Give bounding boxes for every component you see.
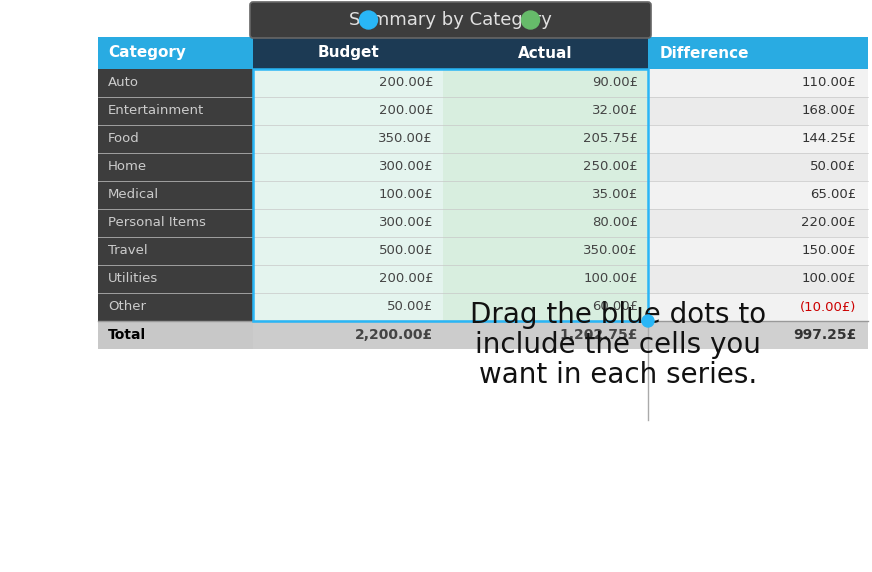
Text: Food: Food (108, 133, 140, 145)
Bar (648, 293, 868, 321)
Text: 200.00£: 200.00£ (378, 272, 433, 285)
Bar (648, 153, 868, 181)
Text: 50.00£: 50.00£ (810, 161, 856, 173)
Bar (98, 321, 253, 349)
Text: 100.00£: 100.00£ (378, 189, 433, 201)
Bar (253, 265, 443, 293)
Bar (253, 293, 443, 321)
Text: Summary by Category: Summary by Category (349, 11, 552, 29)
Text: 150.00£: 150.00£ (801, 244, 856, 257)
Text: 2,200.00£: 2,200.00£ (355, 328, 433, 342)
Bar (443, 209, 648, 237)
Bar (253, 69, 443, 97)
Circle shape (642, 315, 654, 327)
Text: Actual: Actual (518, 46, 573, 61)
Bar (443, 153, 648, 181)
Bar (648, 181, 868, 209)
Text: 50.00£: 50.00£ (387, 300, 433, 313)
Text: 200.00£: 200.00£ (378, 77, 433, 89)
Text: 250.00£: 250.00£ (583, 161, 638, 173)
Bar (253, 181, 443, 209)
Text: Home: Home (108, 161, 147, 173)
Bar (98, 69, 253, 97)
Circle shape (521, 11, 540, 29)
Bar (98, 97, 253, 125)
Bar (253, 237, 443, 265)
Text: Personal Items: Personal Items (108, 216, 206, 229)
Text: 1,202.75£: 1,202.75£ (560, 328, 638, 342)
Text: 350.00£: 350.00£ (378, 133, 433, 145)
Bar (98, 153, 253, 181)
Bar (648, 209, 868, 237)
Bar (648, 97, 868, 125)
Text: 100.00£: 100.00£ (583, 272, 638, 285)
Text: 60.00£: 60.00£ (592, 300, 638, 313)
Bar (253, 37, 443, 69)
Text: 500.00£: 500.00£ (378, 244, 433, 257)
Bar (443, 37, 648, 69)
Text: Drag the blue dots to: Drag the blue dots to (470, 301, 766, 329)
Text: 100.00£: 100.00£ (801, 272, 856, 285)
Bar (253, 125, 443, 153)
Text: 144.25£: 144.25£ (801, 133, 856, 145)
Bar (648, 265, 868, 293)
Bar (98, 181, 253, 209)
Text: Other: Other (108, 300, 146, 313)
Text: Auto: Auto (108, 77, 139, 89)
Text: Budget: Budget (317, 46, 378, 61)
Text: 997.25£: 997.25£ (793, 328, 856, 342)
Text: Total: Total (108, 328, 146, 342)
Bar (98, 265, 253, 293)
Bar (443, 125, 648, 153)
Bar (648, 125, 868, 153)
Bar (648, 37, 868, 69)
Text: want in each series.: want in each series. (479, 361, 757, 389)
Text: 168.00£: 168.00£ (801, 105, 856, 117)
Bar (443, 69, 648, 97)
Text: 35.00£: 35.00£ (592, 189, 638, 201)
Text: include the cells you: include the cells you (475, 331, 761, 359)
Bar (98, 293, 253, 321)
Text: 65.00£: 65.00£ (810, 189, 856, 201)
Bar (648, 69, 868, 97)
Bar (443, 265, 648, 293)
Text: Difference: Difference (660, 46, 750, 61)
Text: 80.00£: 80.00£ (592, 216, 638, 229)
Circle shape (359, 11, 378, 29)
Text: 350.00£: 350.00£ (583, 244, 638, 257)
Bar (648, 321, 868, 349)
Text: Utilities: Utilities (108, 272, 158, 285)
Text: (10.00£): (10.00£) (800, 300, 856, 313)
Bar (98, 37, 253, 69)
Text: 205.75£: 205.75£ (583, 133, 638, 145)
Text: 220.00£: 220.00£ (801, 216, 856, 229)
Text: Travel: Travel (108, 244, 147, 257)
Text: Entertainment: Entertainment (108, 105, 204, 117)
Bar (253, 69, 648, 321)
Text: 32.00£: 32.00£ (592, 105, 638, 117)
Bar (253, 97, 443, 125)
Bar (648, 237, 868, 265)
Bar (253, 209, 443, 237)
Text: 90.00£: 90.00£ (592, 77, 638, 89)
Bar (443, 181, 648, 209)
Bar (443, 321, 648, 349)
Text: 200.00£: 200.00£ (378, 105, 433, 117)
Bar (98, 125, 253, 153)
Text: Medical: Medical (108, 189, 159, 201)
Text: 110.00£: 110.00£ (801, 77, 856, 89)
FancyBboxPatch shape (250, 2, 651, 38)
Bar (253, 321, 443, 349)
Bar (443, 293, 648, 321)
Text: 300.00£: 300.00£ (378, 161, 433, 173)
Text: Category: Category (108, 46, 186, 61)
Bar (443, 237, 648, 265)
Bar (443, 97, 648, 125)
Text: 300.00£: 300.00£ (378, 216, 433, 229)
Bar (98, 209, 253, 237)
Bar (98, 237, 253, 265)
Bar (253, 153, 443, 181)
